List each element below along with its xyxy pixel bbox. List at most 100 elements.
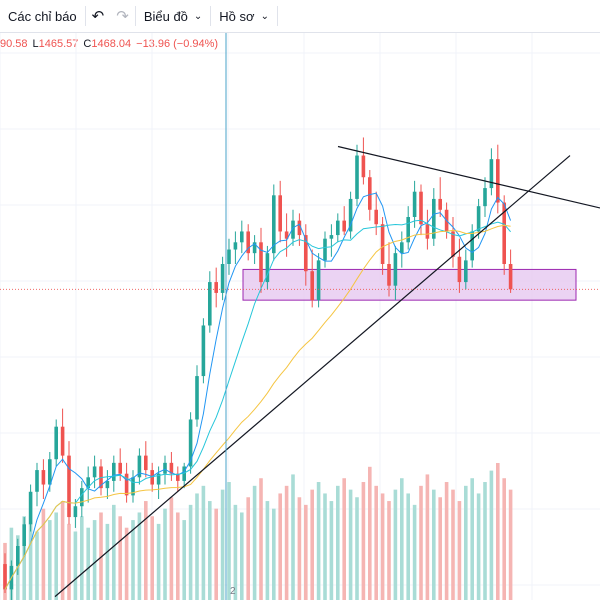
candle-body [348,198,353,232]
volume-bar [86,527,90,600]
volume-bar [195,493,199,600]
candle-body [208,282,212,326]
price-chart[interactable]: 2 [0,33,600,600]
candle-body [137,455,142,478]
legend-close-label: C [83,38,92,50]
candle-body [233,242,238,250]
volume-bar [208,501,212,600]
volume-bar [169,497,174,600]
candle-body [259,242,263,283]
candle-body [336,220,340,236]
candle-body [406,217,410,243]
candle-body [387,264,391,286]
candle-body [508,264,513,290]
candle-body [470,231,474,261]
candle-body [329,235,334,239]
volume-bar [156,523,161,600]
candle-body [35,470,39,492]
volume-bar [144,501,148,600]
ohlc-legend: 90.58 L1465.57 C1468.04 −13.96 (−0.94%) [0,38,223,50]
candle-body [419,191,423,225]
volume-bar [214,508,218,600]
volume-bar [220,489,225,600]
candle-body [156,473,161,485]
candle-body [182,466,186,481]
candle-body [496,159,500,203]
profile-menu-label: Hồ sơ [219,8,255,24]
toolbar-divider [84,6,86,26]
candle-body [380,224,385,264]
candle-body [240,231,244,243]
volume-bar [60,501,65,600]
volume-bar [265,501,270,600]
volume-bar [432,489,436,600]
volume-bar [380,493,385,600]
candle-body [227,249,231,264]
volume-bar [412,504,417,600]
candle-body [176,473,180,481]
volume-bar [35,531,39,600]
volume-bar [131,520,135,600]
candle-body [54,426,58,460]
candle-body [131,477,135,496]
volume-bar [259,478,263,600]
moving-averages [4,192,512,590]
candle-body [361,155,366,178]
volume-bar [361,482,366,600]
candle-body [80,488,84,507]
candle-body [316,260,321,301]
volume-bar [137,512,142,600]
candle-body [400,242,404,254]
volume-bar [188,504,193,600]
chart-menu-label: Biểu đồ [143,8,188,24]
volume-bar [105,523,110,600]
volume-bar [284,485,289,600]
volume-bar [400,478,404,600]
descending-trendline[interactable] [337,145,600,209]
chevron-down-icon: ⌄ [193,10,203,22]
volume-bar [457,501,462,600]
redo-icon: ↷ [116,8,129,25]
volume-bar [163,508,167,600]
volume-bar [278,493,282,600]
volume-bar [67,523,71,600]
indicators-button[interactable]: Các chỉ báo [0,0,85,33]
chart-menu-button[interactable]: Biểu đồ ⌄ [136,0,210,33]
volume-bar [182,520,186,600]
volume-bar [444,482,449,600]
support-zone[interactable] [242,268,577,301]
candle-body [60,426,65,456]
profile-menu-button[interactable]: Hồ sơ ⌄ [211,0,277,33]
candle-body [252,242,257,254]
candle-body [284,231,289,239]
ma-mid-line [4,219,511,590]
candle-body [144,455,148,471]
volume-bar [508,489,513,600]
undo-icon: ↶ [91,8,105,25]
candle-body [220,264,225,293]
volume-bar [22,516,26,600]
candle-body [195,376,199,420]
undo-button[interactable]: ↶ [86,0,111,33]
ascending-trendline[interactable] [54,155,571,598]
candle-body [22,524,26,546]
candle-body [342,220,346,232]
time-axis-label: 2 [230,586,236,597]
volume-bar [425,474,430,600]
volume-bar [99,512,103,600]
volume-bar [470,478,474,600]
candle-body [188,419,193,467]
toolbar-divider [210,6,212,26]
volume-bar [124,527,129,600]
candle-body [246,231,250,254]
candle-body [86,477,90,489]
volume-bar [329,501,334,600]
redo-button[interactable]: ↷ [110,0,135,33]
volume-bar [502,478,506,600]
candle-body [124,473,129,496]
volume-bar [291,474,295,600]
candle-body [272,195,276,254]
volume-bar [438,497,442,600]
volume-bar [489,470,494,600]
volume-bar [310,489,314,600]
